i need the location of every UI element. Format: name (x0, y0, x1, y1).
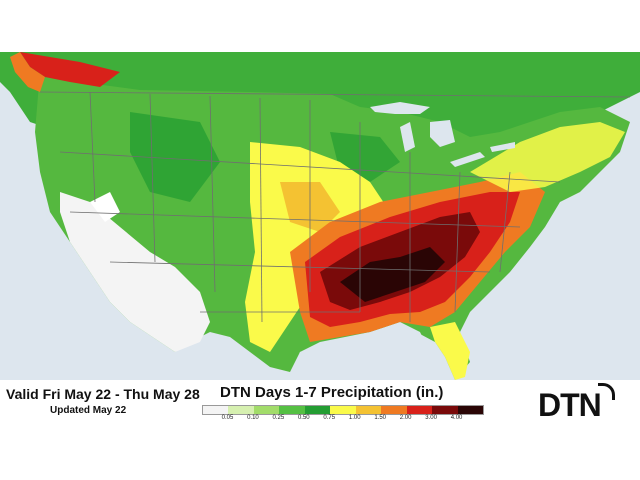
legend-color-bar (202, 405, 484, 415)
legend-label: 0.05 (221, 415, 234, 421)
logo-text: DTN (538, 387, 602, 423)
map-title: DTN Days 1-7 Precipitation (in.) (220, 384, 444, 401)
northeast-yellow (470, 122, 625, 192)
legend-swatch (355, 406, 382, 414)
legend-swatch (304, 406, 331, 414)
state-borders (39, 91, 631, 323)
legend-label: 0.25 (272, 415, 285, 421)
legend-swatch (457, 406, 483, 414)
nevada-dry (90, 192, 120, 222)
lake-erie (450, 152, 485, 167)
legend-swatch (279, 406, 305, 414)
lake-michigan (400, 122, 415, 152)
florida (430, 322, 470, 380)
legend-label: 4.00 (450, 415, 463, 421)
lake-superior (370, 102, 430, 114)
gulf-of-mexico (290, 334, 455, 380)
dtn-logo: DTN (538, 383, 615, 424)
legend-swatch (432, 406, 458, 414)
legend-swatch (381, 406, 407, 414)
legend-swatch (330, 406, 356, 414)
legend-swatch (253, 406, 280, 414)
pnw-heavy (20, 52, 120, 87)
logo-arc-icon (597, 383, 615, 400)
lake-huron (430, 120, 455, 147)
legend-label: 1.50 (374, 415, 387, 421)
map-svg (0, 52, 640, 380)
legend-swatch (406, 406, 433, 414)
valid-dates: Valid Fri May 22 - Thu May 28 (6, 386, 200, 402)
legend-labels: 0.05 0.10 0.25 0.50 0.75 1.00 1.50 2.00 3.00 4.00 (202, 415, 484, 424)
precipitation-map (0, 52, 640, 380)
southwest-dry (60, 192, 210, 352)
legend-label: 0.75 (323, 415, 336, 421)
legend-label: 2.00 (399, 415, 412, 421)
legend-label: 0.10 (247, 415, 259, 421)
map-footer: Valid Fri May 22 - Thu May 28 Updated Ma… (0, 380, 640, 426)
legend-label: 0.50 (297, 415, 310, 421)
legend-swatch (228, 406, 254, 414)
legend-swatch (203, 406, 229, 414)
lake-ontario (490, 142, 515, 152)
legend-label: 3.00 (425, 415, 437, 421)
southeast-maroon (340, 247, 445, 302)
legend-label: 1.00 (348, 415, 361, 421)
updated-date: Updated May 22 (50, 405, 127, 416)
pnw-moderate (10, 52, 45, 92)
